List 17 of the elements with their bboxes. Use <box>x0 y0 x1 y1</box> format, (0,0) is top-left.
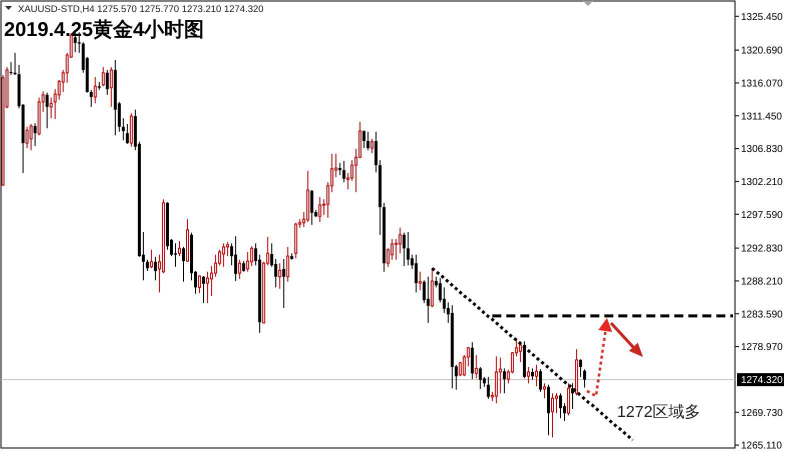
y-tick-label: 1306.830 <box>741 144 784 156</box>
ref-line-label: 1274.320 <box>741 375 784 386</box>
y-tick-label: 1265.110 <box>741 440 782 452</box>
text: 2019.4.25黄金4小时图 <box>4 19 204 41</box>
y-tick-label: 1302.210 <box>741 176 784 188</box>
y-tick-label: 1297.590 <box>741 210 784 221</box>
y-tick-label: 1288.210 <box>741 276 784 288</box>
y-tick-label: 1320.690 <box>741 46 784 57</box>
y-tick-label: 1311.450 <box>741 111 782 122</box>
chart-subtitle: XAUUSD-STD,H4 1275.570 1275.770 1273.210 1274.320 <box>18 4 264 15</box>
annotation: 1272区域多 <box>617 403 701 421</box>
y-tick-label: 1283.590 <box>741 309 784 320</box>
y-tick-label: 1269.730 <box>741 408 784 419</box>
y-tick-label: 1316.070 <box>741 78 784 90</box>
y-tick-label: 1292.830 <box>741 244 784 255</box>
y-tick-label: 1325.450 <box>741 12 784 23</box>
y-tick-label: 1278.970 <box>741 342 784 354</box>
